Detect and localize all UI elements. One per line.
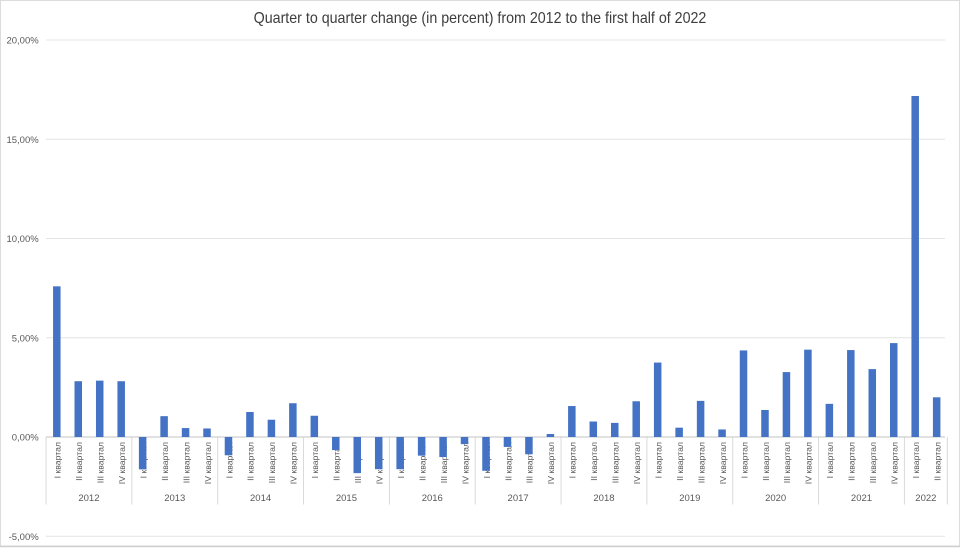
svg-text:II квартал: II квартал — [332, 442, 342, 481]
svg-text:II квартал: II квартал — [932, 442, 942, 481]
svg-text:III квартал: III квартал — [96, 442, 106, 483]
svg-text:2012: 2012 — [78, 493, 99, 504]
svg-text:2015: 2015 — [336, 493, 357, 504]
svg-text:II квартал: II квартал — [761, 442, 771, 481]
svg-text:IV квартал: IV квартал — [460, 442, 470, 484]
svg-text:III квартал: III квартал — [181, 442, 191, 483]
svg-text:2019: 2019 — [679, 493, 700, 504]
svg-text:2020: 2020 — [765, 493, 786, 504]
svg-text:I квартал: I квартал — [224, 442, 234, 478]
svg-text:20,00%: 20,00% — [6, 36, 39, 47]
svg-text:III квартал: III квартал — [611, 442, 621, 483]
svg-text:I квартал: I квартал — [568, 442, 578, 478]
svg-text:2017: 2017 — [508, 493, 529, 504]
svg-text:I квартал: I квартал — [653, 442, 663, 478]
svg-text:I квартал: I квартал — [739, 442, 749, 478]
svg-text:IV квартал: IV квартал — [117, 442, 127, 484]
svg-text:IV квартал: IV квартал — [203, 442, 213, 484]
svg-text:II квартал: II квартал — [246, 442, 256, 481]
svg-text:-5,00%: -5,00% — [9, 532, 40, 543]
svg-text:III квартал: III квартал — [439, 442, 449, 483]
svg-text:10,00%: 10,00% — [6, 234, 39, 245]
svg-text:IV квартал: IV квартал — [289, 442, 299, 484]
svg-text:IV квартал: IV квартал — [718, 442, 728, 484]
svg-text:II квартал: II квартал — [74, 442, 84, 481]
svg-text:IV квартал: IV квартал — [632, 442, 642, 484]
svg-text:Quarter to quarter change (in: Quarter to quarter change (in percent) f… — [254, 11, 707, 28]
svg-text:III квартал: III квартал — [525, 442, 535, 483]
svg-text:0,00%: 0,00% — [12, 433, 39, 444]
svg-text:2014: 2014 — [250, 493, 271, 504]
svg-text:I квартал: I квартал — [310, 442, 320, 478]
svg-text:15,00%: 15,00% — [6, 135, 39, 146]
svg-text:I квартал: I квартал — [825, 442, 835, 478]
svg-text:IV квартал: IV квартал — [890, 442, 900, 484]
svg-text:I квартал: I квартал — [911, 442, 921, 478]
svg-text:IV квартал: IV квартал — [804, 442, 814, 484]
svg-text:III квартал: III квартал — [267, 442, 277, 483]
svg-text:II квартал: II квартал — [589, 442, 599, 481]
svg-text:II квартал: II квартал — [847, 442, 857, 481]
svg-text:II квартал: II квартал — [160, 442, 170, 481]
svg-text:II квартал: II квартал — [675, 442, 685, 481]
svg-text:III квартал: III квартал — [696, 442, 706, 483]
svg-text:IV квартал: IV квартал — [546, 442, 556, 484]
svg-text:2021: 2021 — [851, 493, 872, 504]
svg-text:III квартал: III квартал — [782, 442, 792, 483]
svg-text:III квартал: III квартал — [868, 442, 878, 483]
svg-text:2018: 2018 — [593, 493, 614, 504]
svg-text:II квартал: II квартал — [417, 442, 427, 481]
svg-text:2013: 2013 — [164, 493, 185, 504]
svg-text:I квартал: I квартал — [53, 442, 63, 478]
svg-text:2022: 2022 — [915, 493, 936, 504]
svg-text:5,00%: 5,00% — [12, 333, 39, 344]
svg-text:II квартал: II квартал — [503, 442, 513, 481]
svg-text:2016: 2016 — [422, 493, 443, 504]
